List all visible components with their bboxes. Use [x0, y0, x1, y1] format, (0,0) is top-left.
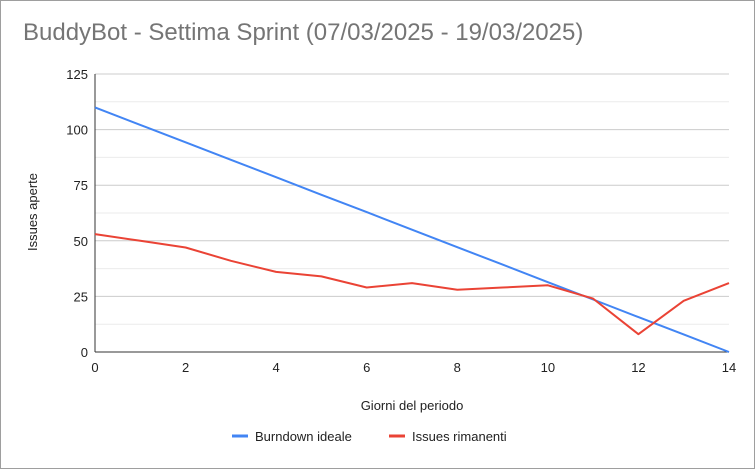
legend-label: Burndown ideale: [255, 429, 352, 444]
series-line: [94, 106, 730, 353]
y-tick-label: 0: [81, 345, 88, 360]
x-tick-label: 8: [454, 360, 461, 375]
y-axis-label: Issues aperte: [25, 173, 40, 251]
x-axis-ticks: 0 2 4 6 8 10 12 14: [91, 360, 736, 375]
y-tick-label: 125: [66, 67, 88, 82]
legend: Burndown ideale Issues rimanenti: [232, 429, 507, 444]
axes: [94, 74, 729, 353]
y-axis-ticks: 0 25 50 75 100 125: [66, 67, 88, 360]
chart-title: BuddyBot - Settima Sprint (07/03/2025 - …: [23, 19, 584, 46]
x-axis-label: Giorni del periodo: [361, 398, 464, 413]
legend-label: Issues rimanenti: [412, 429, 507, 444]
x-tick-label: 4: [273, 360, 280, 375]
y-tick-label: 100: [66, 123, 88, 138]
series-line: [94, 233, 730, 336]
x-tick-label: 0: [91, 360, 98, 375]
series-lines: [94, 106, 730, 353]
x-tick-label: 10: [541, 360, 555, 375]
y-tick-label: 50: [74, 234, 88, 249]
y-tick-label: 75: [74, 178, 88, 193]
x-tick-label: 12: [631, 360, 645, 375]
y-tick-label: 25: [74, 289, 88, 304]
x-tick-label: 2: [182, 360, 189, 375]
gridlines: [95, 73, 729, 325]
x-tick-label: 6: [363, 360, 370, 375]
x-tick-label: 14: [722, 360, 736, 375]
